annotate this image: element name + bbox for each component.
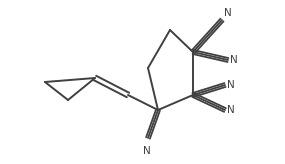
Text: N: N xyxy=(227,80,235,90)
Text: N: N xyxy=(227,105,235,115)
Text: N: N xyxy=(230,55,238,65)
Text: N: N xyxy=(143,146,151,156)
Text: N: N xyxy=(224,8,232,18)
